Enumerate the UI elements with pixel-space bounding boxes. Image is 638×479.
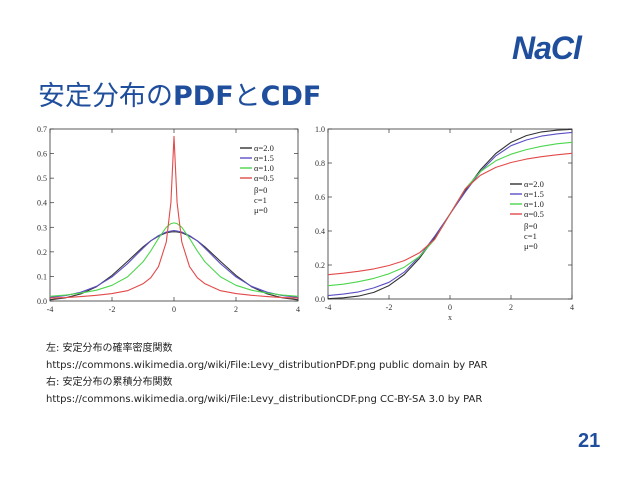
legend-param: β=0 bbox=[254, 185, 267, 195]
caption-line-2: https://commons.wikimedia.org/wiki/File:… bbox=[46, 360, 488, 371]
x-tick-label: -4 bbox=[325, 303, 332, 312]
legend-param: β=0 bbox=[524, 221, 537, 231]
x-axis-label: x bbox=[448, 313, 452, 322]
nacl-logo: NaCl bbox=[512, 30, 582, 66]
pdf-chart: 0.00.10.20.30.40.50.60.7-4 -2 0 2 4α=2.0α=1.… bbox=[37, 125, 300, 314]
slide-title: 安定分布のPDFとCDF bbox=[38, 74, 321, 113]
y-tick-label: 0.5 bbox=[37, 174, 47, 183]
y-tick-label: 0.3 bbox=[37, 223, 47, 232]
y-tick-label: 0.1 bbox=[37, 272, 47, 281]
legend-label: α=2.0 bbox=[254, 143, 274, 153]
y-tick-label: 0.2 bbox=[315, 261, 325, 270]
legend-label: α=1.0 bbox=[254, 163, 274, 173]
x-tick-label: -4 bbox=[47, 305, 54, 314]
cdf-chart: 0.0 0.2 0.4 0.6 0.8 1.0 -4 -2 0 2 4 x α=2.0α=1.5α=1.… bbox=[315, 125, 574, 322]
y-tick-label: 1.0 bbox=[315, 125, 325, 134]
legend-param: μ=0 bbox=[524, 241, 538, 251]
series-line bbox=[49, 229, 299, 298]
y-tick-label: 0.0 bbox=[37, 297, 47, 306]
y-tick-label: 0.6 bbox=[315, 193, 325, 202]
caption-line-3: 右: 安定分布の累積分布関数 bbox=[46, 377, 173, 388]
y-tick-label: 0.7 bbox=[37, 125, 47, 134]
title-mid: と bbox=[233, 81, 261, 112]
legend-param: c=1 bbox=[254, 195, 267, 205]
legend-label: α=1.0 bbox=[524, 199, 544, 209]
series-line bbox=[49, 231, 299, 301]
legend-label: α=0.5 bbox=[524, 209, 544, 219]
y-tick-label: 0.4 bbox=[37, 199, 47, 208]
y-tick-label: 0.0 bbox=[315, 295, 325, 304]
legend-label: α=0.5 bbox=[254, 173, 274, 183]
legend-label: α=2.0 bbox=[524, 179, 544, 189]
x-tick-label: 4 bbox=[296, 305, 300, 314]
caption-line-1: 左: 安定分布の確率密度関数 bbox=[46, 343, 173, 354]
series-line bbox=[49, 135, 299, 299]
title-cdf: CDF bbox=[260, 81, 322, 112]
title-prefix: 安定分布の bbox=[38, 81, 173, 112]
x-tick-label: -2 bbox=[109, 305, 116, 314]
legend-param: μ=0 bbox=[254, 205, 268, 215]
y-tick-label: 0.4 bbox=[315, 227, 325, 236]
caption: 左: 安定分布の確率密度関数 https://commons.wikimedia… bbox=[46, 340, 488, 408]
x-tick-label: 2 bbox=[234, 305, 238, 314]
y-tick-label: 0.8 bbox=[315, 159, 325, 168]
title-pdf: PDF bbox=[173, 81, 234, 112]
y-tick-label: 0.2 bbox=[37, 248, 47, 257]
page-number: 21 bbox=[578, 430, 601, 452]
y-tick-label: 0.6 bbox=[37, 150, 47, 159]
legend-label: α=1.5 bbox=[524, 189, 544, 199]
x-tick-label: 0 bbox=[448, 303, 452, 312]
legend-label: α=1.5 bbox=[254, 153, 274, 163]
x-tick-label: -2 bbox=[386, 303, 393, 312]
x-tick-label: 0 bbox=[172, 305, 176, 314]
series-line bbox=[49, 222, 299, 297]
x-tick-label: 4 bbox=[570, 303, 574, 312]
caption-line-4: https://commons.wikimedia.org/wiki/File:… bbox=[46, 394, 483, 405]
legend-param: c=1 bbox=[524, 231, 537, 241]
x-tick-label: 2 bbox=[509, 303, 513, 312]
series-line bbox=[327, 152, 573, 276]
